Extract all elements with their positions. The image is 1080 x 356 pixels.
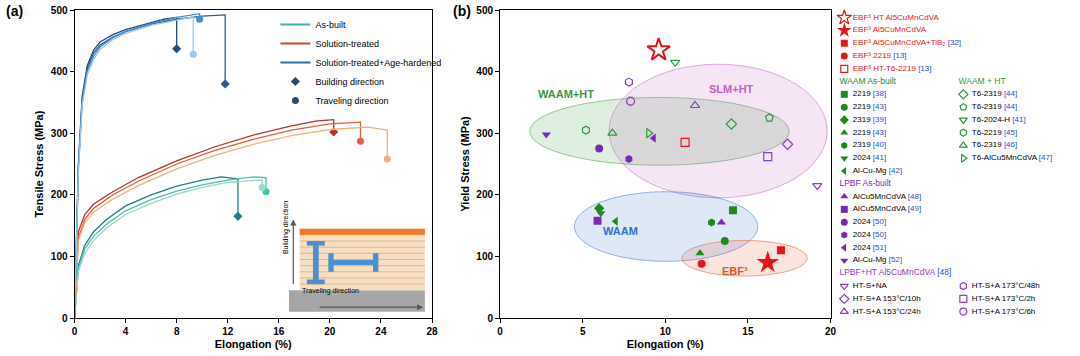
svg-text:0: 0 [487, 313, 493, 324]
svg-text:2024 [51]: 2024 [51] [853, 243, 886, 252]
svg-text:HT-S+NA: HT-S+NA [853, 281, 888, 290]
svg-text:Elongation (%): Elongation (%) [215, 338, 292, 350]
svg-text:2024 [41]: 2024 [41] [853, 153, 886, 162]
svg-text:20: 20 [324, 326, 336, 337]
svg-text:Elongation (%): Elongation (%) [627, 338, 704, 350]
svg-text:15: 15 [742, 326, 754, 337]
svg-text:As-built: As-built [315, 20, 346, 30]
svg-text:300: 300 [476, 128, 493, 139]
svg-text:HT-S+A 173°C/6h: HT-S+A 173°C/6h [972, 307, 1035, 316]
svg-text:200: 200 [476, 189, 493, 200]
svg-text:300: 300 [51, 128, 68, 139]
svg-text:LPBF As-built: LPBF As-built [839, 178, 891, 188]
svg-text:T6-2024-H [41]: T6-2024-H [41] [972, 115, 1026, 124]
svg-text:Al-Cu-Mg [52]: Al-Cu-Mg [52] [853, 255, 902, 264]
svg-text:WAAM: WAAM [603, 225, 638, 237]
svg-text:2219 [38]: 2219 [38] [853, 89, 886, 98]
svg-text:WAAM + HT: WAAM + HT [959, 76, 1006, 86]
svg-text:100: 100 [51, 251, 68, 262]
svg-text:EBF³ HT Al5CuMnCdVA: EBF³ HT Al5CuMnCdVA [853, 13, 940, 22]
svg-text:500: 500 [476, 5, 493, 16]
svg-text:0: 0 [62, 313, 68, 324]
svg-text:Solution-treated: Solution-treated [315, 39, 379, 49]
svg-text:2024 [50]: 2024 [50] [853, 217, 886, 226]
svg-text:EBF³ 2219 [13]: EBF³ 2219 [13] [853, 51, 907, 60]
svg-text:(b): (b) [453, 3, 471, 19]
svg-text:400: 400 [476, 66, 493, 77]
svg-text:12: 12 [222, 326, 234, 337]
svg-text:EBF³ HT-T6-2219 [13]: EBF³ HT-T6-2219 [13] [853, 64, 932, 73]
svg-text:HT-S+A 173°C/2h: HT-S+A 173°C/2h [972, 294, 1035, 303]
svg-text:EBF³ Al5CuMnCdVA+TiB₂ [32]: EBF³ Al5CuMnCdVA+TiB₂ [32] [853, 38, 961, 47]
svg-text:2219 [43]: 2219 [43] [853, 102, 886, 111]
svg-text:8: 8 [174, 326, 180, 337]
svg-text:20: 20 [825, 326, 837, 337]
svg-text:Building direction: Building direction [282, 201, 290, 254]
svg-text:200: 200 [51, 189, 68, 200]
svg-text:400: 400 [51, 66, 68, 77]
svg-text:2319 [40]: 2319 [40] [853, 140, 886, 149]
svg-text:WAAM+HT: WAAM+HT [538, 88, 594, 100]
svg-text:AlCu5MnCdVA [48]: AlCu5MnCdVA [48] [853, 192, 921, 201]
svg-text:EBF³: EBF³ [722, 265, 748, 277]
svg-text:T6-2219 [45]: T6-2219 [45] [972, 128, 1017, 137]
svg-text:24: 24 [375, 326, 387, 337]
svg-text:WAAM As-built: WAAM As-built [839, 76, 896, 86]
svg-text:Yield Stress (MPa): Yield Stress (MPa) [459, 116, 471, 212]
svg-text:LPBF+HT Al5CuMnCdVA [48]: LPBF+HT Al5CuMnCdVA [48] [839, 267, 951, 277]
svg-text:28: 28 [426, 326, 438, 337]
svg-text:0: 0 [72, 326, 78, 337]
svg-text:2319 [39]: 2319 [39] [853, 115, 886, 124]
svg-text:HT-S+A 173°C/48h: HT-S+A 173°C/48h [972, 281, 1040, 290]
svg-text:SLM+HT: SLM+HT [709, 83, 754, 95]
svg-text:16: 16 [273, 326, 285, 337]
svg-text:500: 500 [51, 5, 68, 16]
svg-text:Tensile Stress (MPa): Tensile Stress (MPa) [33, 110, 45, 217]
svg-text:0: 0 [497, 326, 503, 337]
svg-text:T6-AlCu5MnCdVA [47]: T6-AlCu5MnCdVA [47] [972, 153, 1052, 162]
svg-text:2219 [43]: 2219 [43] [853, 128, 886, 137]
svg-text:5: 5 [580, 326, 586, 337]
svg-text:100: 100 [476, 251, 493, 262]
svg-text:(a): (a) [6, 3, 23, 19]
svg-text:4: 4 [123, 326, 129, 337]
svg-text:Al-Cu-Mg [42]: Al-Cu-Mg [42] [853, 166, 902, 175]
svg-text:T6-2319 [44]: T6-2319 [44] [972, 89, 1017, 98]
svg-text:Traveling direction: Traveling direction [315, 96, 388, 106]
svg-text:Solution-treated+Age-hardened: Solution-treated+Age-hardened [315, 58, 441, 68]
svg-text:T6-2319 [46]: T6-2319 [46] [972, 140, 1017, 149]
svg-text:AlCu5MnCdVA [49]: AlCu5MnCdVA [49] [853, 204, 921, 213]
svg-text:2024 [50]: 2024 [50] [853, 230, 886, 239]
svg-text:Building direction: Building direction [315, 77, 384, 87]
svg-text:10: 10 [660, 326, 672, 337]
svg-text:T6-2319 [44]: T6-2319 [44] [972, 102, 1017, 111]
svg-text:HT-S+A 153°C/24h: HT-S+A 153°C/24h [853, 307, 921, 316]
svg-text:HT-S+A 153°C/10h: HT-S+A 153°C/10h [853, 294, 921, 303]
svg-text:EBF³ Al5CuMnCdVA: EBF³ Al5CuMnCdVA [853, 25, 927, 34]
svg-text:Traveling direction: Traveling direction [302, 287, 359, 295]
